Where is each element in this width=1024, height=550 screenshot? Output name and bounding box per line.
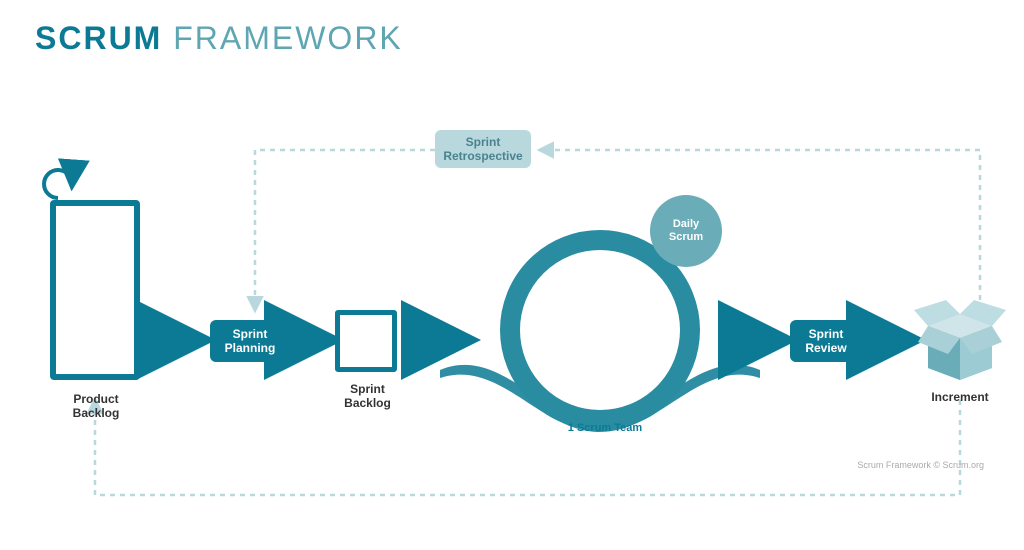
sprint-planning-node: SprintPlanning [210,320,290,362]
sprint-backlog-card [335,310,397,372]
sprint-backlog-label: SprintBacklog [340,382,395,410]
daily-scrum-label: DailyScrum [669,218,703,244]
sprint-review-node: SprintReview [790,320,862,362]
sprint-review-label: SprintReview [805,327,846,356]
daily-scrum-node: DailyScrum [650,195,722,267]
credit-text: Scrum Framework © Scrum.org [857,460,984,470]
refresh-loop-icon [44,170,72,198]
dotted-arrow-increment-to-backlog [95,400,960,495]
sprint-retrospective-node: SprintRetrospective [435,130,531,168]
dotted-arrow-retro-to-planning [255,150,435,310]
increment-label: Increment [920,390,1000,404]
increment-box-icon [914,300,1006,380]
product-backlog-card [50,200,140,380]
scrum-team-label: 1 Scrum Team [560,422,650,434]
sprint-planning-label: SprintPlanning [225,327,276,356]
product-backlog-label: ProductBacklog [56,392,136,420]
sprint-retrospective-label: SprintRetrospective [443,135,522,164]
